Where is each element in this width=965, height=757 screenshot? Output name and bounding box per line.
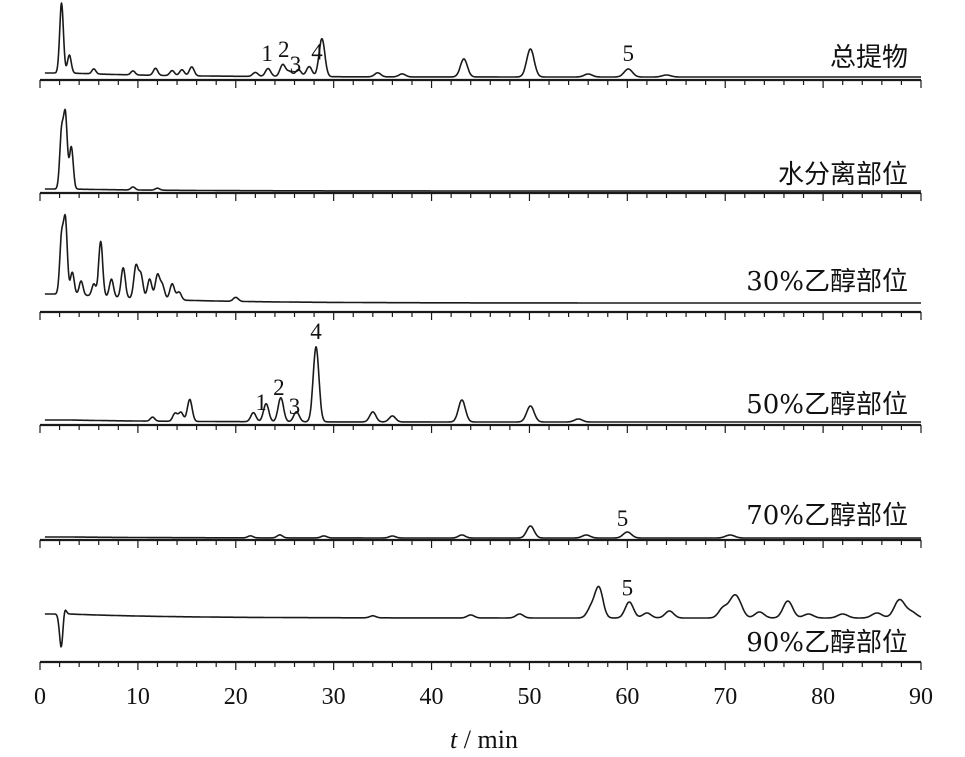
peak-label-2: 2 xyxy=(273,375,285,400)
x-tick-label: 60 xyxy=(615,684,639,710)
x-tick-label: 50 xyxy=(517,684,541,710)
chromatogram-trace xyxy=(44,213,922,304)
series-label: 30%乙醇部位 xyxy=(746,267,908,297)
peak-label-3: 3 xyxy=(290,52,302,77)
x-axis-var: t xyxy=(450,725,458,754)
series-label: 90%乙醇部位 xyxy=(746,628,908,658)
peak-label-5: 5 xyxy=(617,506,629,531)
x-tick-label: 10 xyxy=(126,684,150,710)
x-axis-label: t / min xyxy=(450,725,518,754)
x-axis-unit: / min xyxy=(457,725,518,754)
x-tick-label: 80 xyxy=(811,684,835,710)
series-label: 总提物 xyxy=(830,43,908,73)
peak-label-4: 4 xyxy=(310,319,322,344)
panel-5: 70%乙醇部位 5 xyxy=(39,501,922,548)
series-label: 50%乙醇部位 xyxy=(746,390,908,420)
x-tick-label: 40 xyxy=(420,684,444,710)
panel-2: 水分离部位 xyxy=(39,108,922,201)
chromatogram-trace xyxy=(44,2,922,78)
panel-6: 90%乙醇部位 5 xyxy=(39,576,922,670)
peak-label-2: 2 xyxy=(278,37,290,62)
chromatogram-trace xyxy=(44,108,922,192)
peak-label-4: 4 xyxy=(311,39,323,64)
chromatogram-trace xyxy=(44,585,922,648)
series-label: 水分离部位 xyxy=(778,160,908,190)
peak-label-1: 1 xyxy=(261,41,273,66)
peak-label-5: 5 xyxy=(622,576,634,601)
x-tick-label: 30 xyxy=(322,684,346,710)
x-tick-label: 20 xyxy=(224,684,248,710)
chromatogram-trace xyxy=(44,525,922,539)
x-axis: 0 10 20 30 40 50 60 70 80 90 xyxy=(34,684,933,710)
peak-label-5: 5 xyxy=(623,41,635,66)
peak-label-1: 1 xyxy=(255,390,267,415)
peak-label-3: 3 xyxy=(289,394,301,419)
x-tick-label: 70 xyxy=(713,684,737,710)
series-label: 70%乙醇部位 xyxy=(746,501,908,531)
x-tick-label: 90 xyxy=(909,684,933,710)
panel-4: 50%乙醇部位 123 4 xyxy=(39,319,922,433)
panel-1: 总提物 1 234 5 xyxy=(39,2,922,88)
panel-3: 30%乙醇部位 xyxy=(39,213,922,320)
x-tick-label: 0 xyxy=(34,684,46,710)
chromatogram-trace xyxy=(44,346,922,423)
